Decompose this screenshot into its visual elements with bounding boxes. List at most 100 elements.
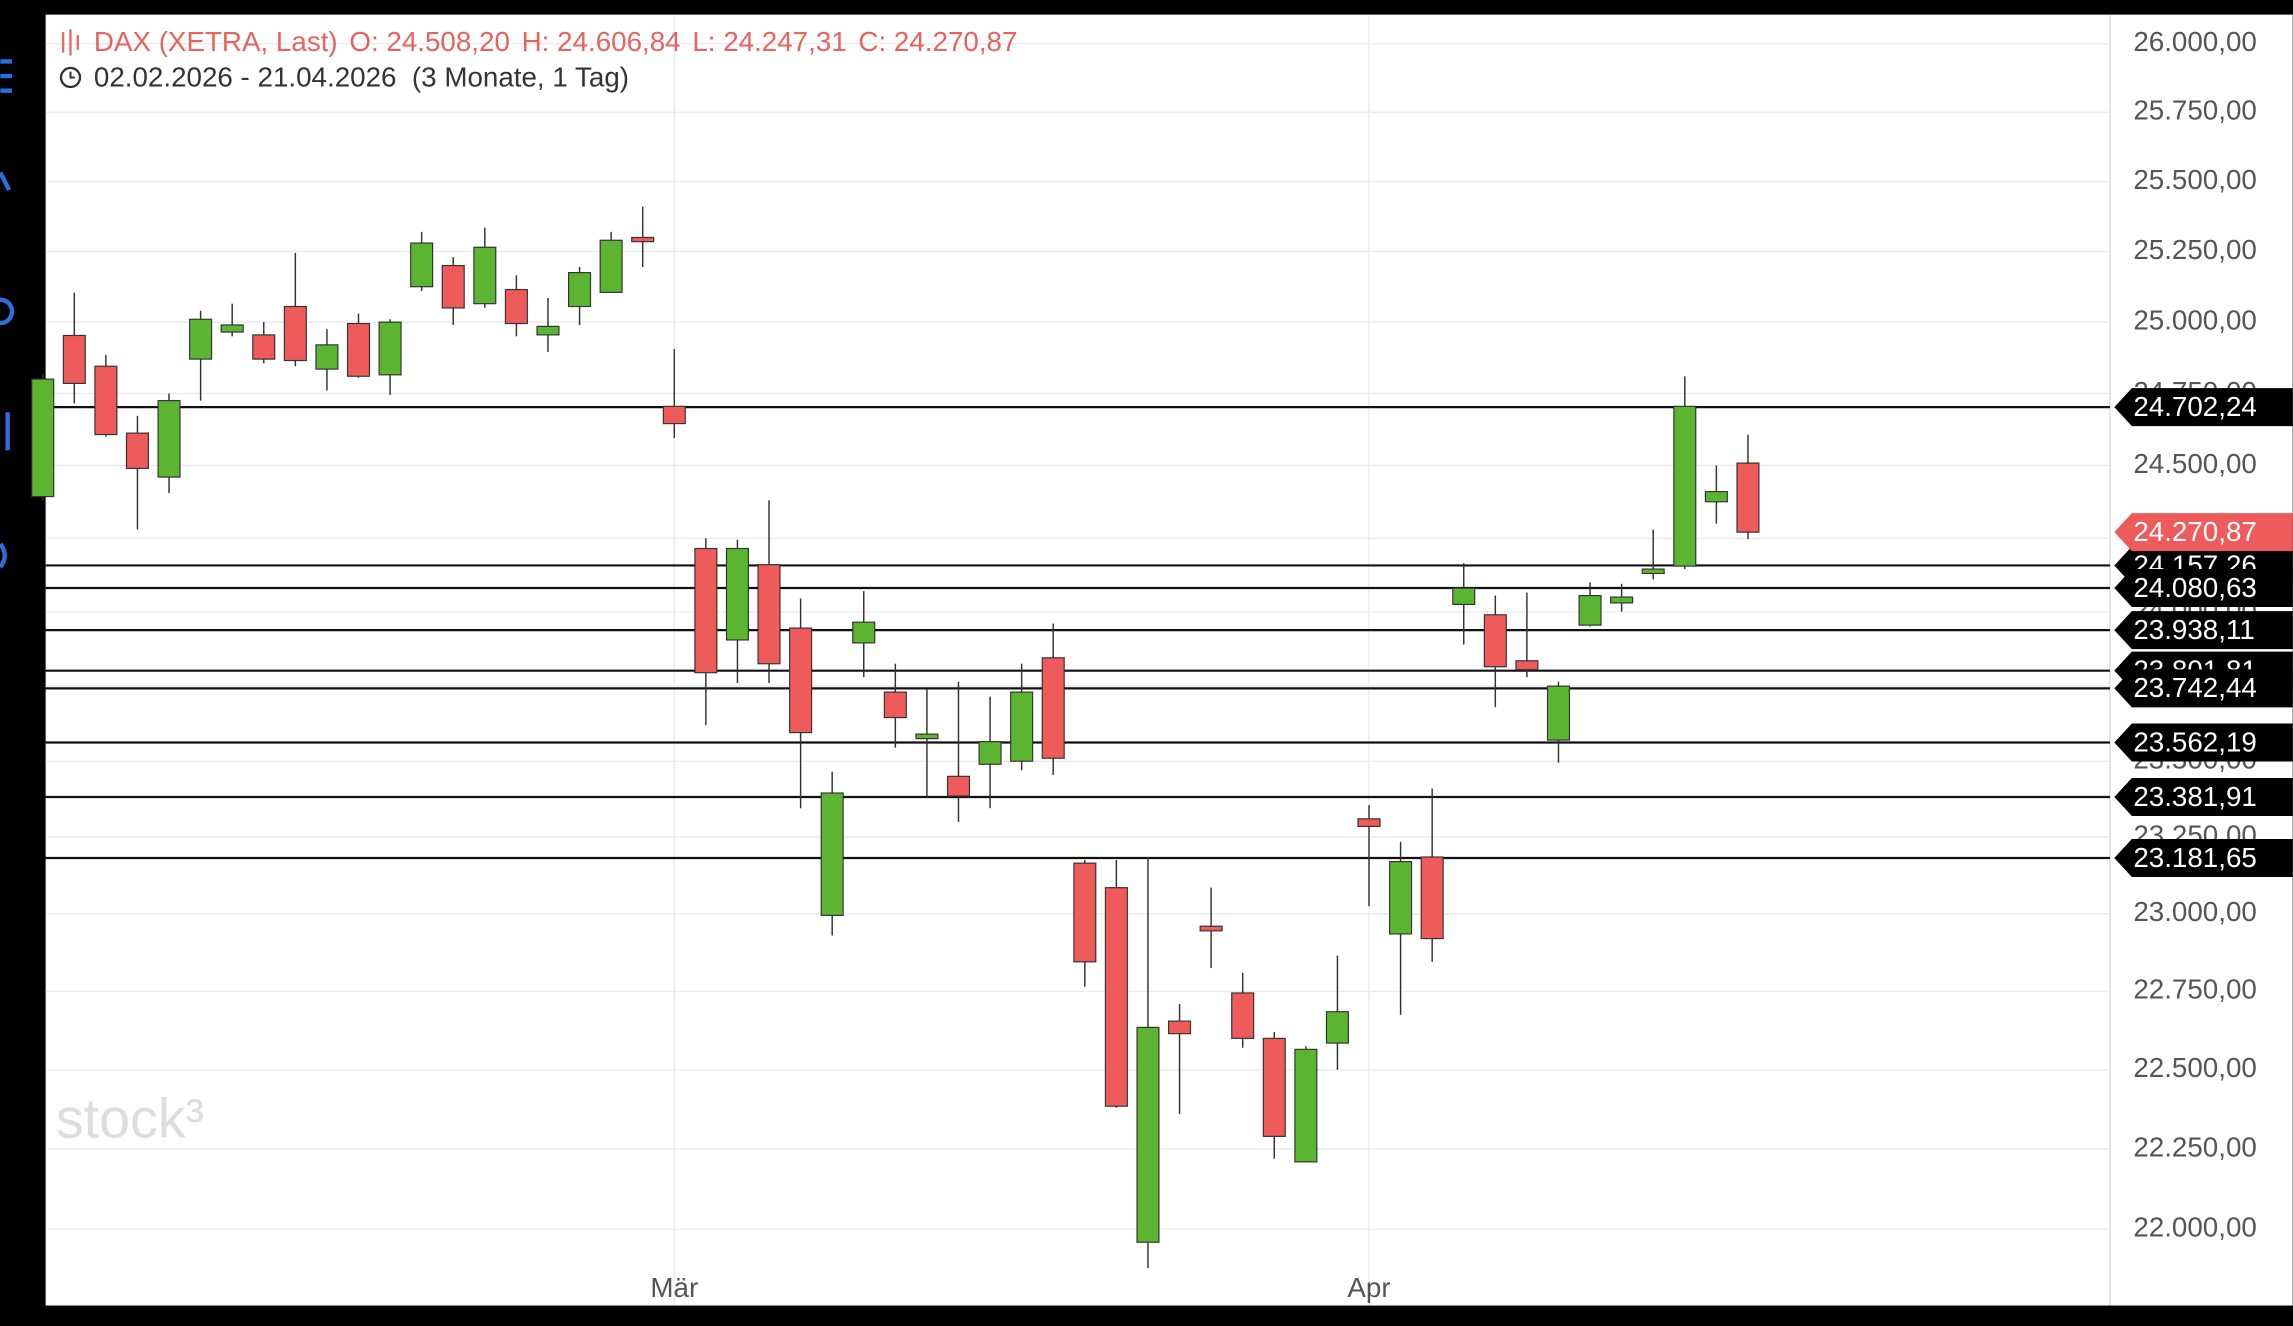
candle-body [1357, 818, 1381, 828]
header: DAX (XETRA, Last) O: 24.508,20 H: 24.606,8… [59, 26, 1018, 92]
candle-body [820, 792, 844, 916]
candle-body [189, 318, 213, 360]
candle-body [220, 324, 244, 333]
candle-body [946, 775, 971, 797]
level-label: 23.381,91 [2133, 781, 2257, 812]
ohlc-label: O: 24.508,20 [349, 26, 510, 57]
candle-body [157, 400, 181, 478]
candle-body [1578, 594, 1602, 626]
candle-body [883, 691, 907, 719]
ohlc-label: H: 24.606,84 [522, 26, 681, 57]
candle-body [1231, 992, 1255, 1039]
x-tick-label: Apr [1347, 1272, 1390, 1303]
y-tick-label: 25.500,00 [2133, 164, 2257, 195]
candle-body [1199, 925, 1223, 932]
level-label-bg [2114, 723, 2293, 762]
level-label: 23.562,19 [2133, 726, 2257, 757]
last-price-label: 24.270,87 [2133, 516, 2257, 547]
candle-body [599, 239, 623, 293]
candle-body [31, 378, 55, 498]
candle-body [1673, 405, 1697, 567]
candle-body [1641, 568, 1665, 575]
level-label-bg [2114, 839, 2293, 878]
candle-body [1483, 614, 1507, 668]
candle-body [1010, 691, 1034, 762]
candle-body [1041, 657, 1065, 759]
candle-body [978, 741, 1002, 765]
candle-body [1736, 462, 1760, 533]
y-tick-label: 23.000,00 [2133, 896, 2257, 927]
candle-body [1325, 1011, 1349, 1044]
candle-body [94, 365, 118, 436]
candle-body [1420, 856, 1444, 940]
title: DAX (XETRA, Last) [94, 26, 338, 57]
level-label-bg [2114, 669, 2293, 708]
level-label-bg [2114, 388, 2293, 427]
candle-body [789, 627, 813, 734]
level-label: 23.938,11 [2133, 614, 2254, 645]
y-tick-label: 22.750,00 [2133, 974, 2257, 1005]
level-label: 24.702,24 [2133, 391, 2257, 422]
y-tick-label: 24.500,00 [2133, 448, 2257, 479]
candle-body [410, 242, 434, 288]
levels [45, 406, 2110, 860]
candle-body [1073, 862, 1097, 963]
axis: 22.000,00 22.250,00 22.500,00 22.750,00 23.0… [650, 26, 2293, 1303]
y-tick-label: 22.250,00 [2133, 1131, 2257, 1162]
candle-body [1610, 596, 1634, 604]
candles [31, 206, 1760, 1269]
candle-body [536, 325, 560, 336]
candle-body [346, 322, 371, 377]
candle-body [852, 621, 876, 644]
candle-body [1136, 1026, 1160, 1243]
plot-background [45, 14, 2293, 1306]
level-label-bg [2114, 777, 2293, 816]
clock-icon [59, 66, 82, 89]
level-label-bg [2114, 569, 2293, 608]
candle-body [1294, 1048, 1318, 1163]
y-tick-label: 26.000,00 [2133, 26, 2257, 57]
candle-body [1167, 1020, 1192, 1035]
y-tick-label: 22.000,00 [2133, 1212, 2257, 1243]
level-label: 24.080,63 [2133, 572, 2257, 603]
candle-body [441, 264, 465, 309]
candle-body [1389, 861, 1413, 935]
ohlc-label: L: 24.247,31 [692, 26, 846, 57]
header-icon [62, 29, 79, 56]
subtitle: 02.02.2026 - 21.04.2026 (3 Monate, 1 Tag… [94, 61, 629, 92]
y-tick-label: 25.000,00 [2133, 304, 2257, 335]
candle-body [252, 334, 276, 360]
grid [45, 14, 2111, 1306]
candle-body [315, 344, 339, 370]
candle-body [631, 236, 655, 243]
ohlc-label: C: 24.270,87 [858, 26, 1017, 57]
level-label-bg [2114, 611, 2293, 650]
candle-body [757, 564, 781, 665]
candle-body [1262, 1037, 1286, 1137]
last-price-label-bg [2114, 513, 2293, 552]
candle-body [1546, 685, 1571, 741]
candle-body [694, 547, 718, 674]
y-tick-label: 22.500,00 [2133, 1052, 2257, 1083]
candle-body [1704, 491, 1728, 503]
candle-body [283, 305, 307, 362]
level-label: 23.181,65 [2133, 842, 2257, 873]
clock-hands [69, 71, 75, 79]
y-tick-label: 25.750,00 [2133, 95, 2257, 126]
candle-body [1452, 587, 1476, 606]
level-label: 23.742,44 [2133, 672, 2257, 703]
x-tick-label: Mär [650, 1272, 698, 1303]
candle-body [125, 432, 150, 469]
candle-body [1515, 660, 1539, 671]
y-tick-label: 25.250,00 [2133, 234, 2257, 265]
candle-body [473, 246, 497, 305]
sidebar-icons [0, 59, 15, 569]
candle-body [915, 733, 939, 740]
candle-body [378, 321, 402, 376]
candle-body [725, 547, 749, 641]
header-line: DAX (XETRA, Last) O: 24.508,20 H: 24.606,8… [94, 26, 1018, 57]
candle-body [62, 334, 86, 384]
candle-body [568, 272, 592, 308]
